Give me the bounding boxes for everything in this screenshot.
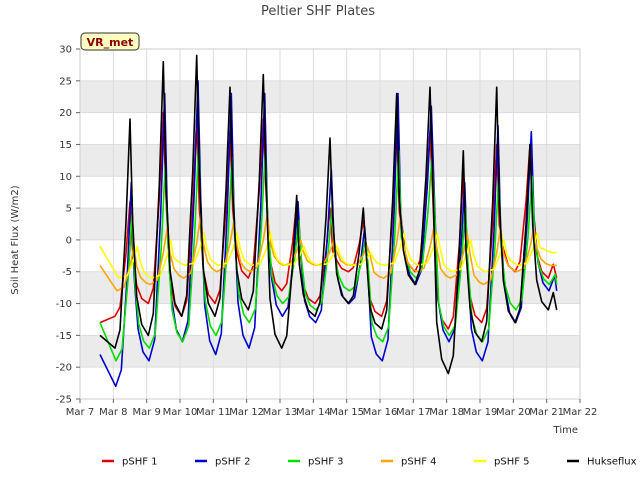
y-tick-label: -5 [62, 267, 72, 278]
y-tick-label: 25 [59, 76, 72, 87]
x-tick-label: Mar 13 [263, 407, 298, 418]
legend-label-pshf-1: pSHF 1 [122, 457, 158, 468]
legend-label-pshf-3: pSHF 3 [308, 457, 344, 468]
y-tick-label: 5 [66, 204, 72, 215]
band [80, 335, 580, 368]
x-tick-label: Mar 18 [429, 407, 464, 418]
x-tick-label: Mar 9 [132, 407, 160, 418]
station-badge: VR_met [80, 32, 140, 51]
plot-frame [79, 48, 581, 400]
x-tick-label: Mar 22 [563, 407, 598, 418]
x-tick-label: Mar 17 [396, 407, 431, 418]
y-tick-label: 0 [66, 235, 72, 246]
legend: pSHF 1 pSHF 2 pSHF 3 pSHF 4 pSHF 5 Hukseflux [102, 457, 637, 468]
x-tick-label: Mar 10 [163, 407, 198, 418]
x-axis-title: Time [553, 425, 578, 436]
series-line-pshf-5 [99, 232, 557, 279]
y-axis-ticks: -25 -20 -15 -10 -5 0 5 10 15 20 25 30 [56, 45, 80, 406]
legend-label-pshf-5: pSHF 5 [494, 457, 530, 468]
y-tick-label: 30 [59, 45, 72, 56]
y-tick-label: 15 [59, 140, 72, 151]
y-tick-label: -20 [56, 363, 72, 374]
chart-title: Peltier SHF Plates [261, 4, 375, 19]
y-tick-label: 20 [59, 108, 72, 119]
band [80, 271, 580, 304]
y-tick-label: 10 [59, 172, 72, 183]
x-tick-label: Mar 12 [229, 407, 264, 418]
x-tick-label: Mar 19 [463, 407, 498, 418]
station-badge-box [80, 32, 140, 51]
x-tick-label: Mar 7 [66, 407, 94, 418]
legend-label-pshf-4: pSHF 4 [401, 457, 437, 468]
y-tick-label: -25 [56, 395, 72, 406]
x-tick-label: Mar 8 [99, 407, 127, 418]
x-tick-label: Mar 16 [363, 407, 398, 418]
x-tick-label: Mar 15 [329, 407, 364, 418]
station-badge-label: VR_met [87, 36, 134, 49]
legend-label-pshf-2: pSHF 2 [215, 457, 251, 468]
y-axis-title: Soil Heat Flux (W/m2) [10, 185, 21, 294]
x-tick-label: Mar 14 [296, 407, 331, 418]
x-tick-label: Mar 11 [196, 407, 231, 418]
series-line-hukseflux [99, 54, 558, 375]
x-tick-label: Mar 21 [529, 407, 564, 418]
band [80, 80, 580, 113]
x-tick-label: Mar 20 [496, 407, 531, 418]
y-tick-label: -10 [56, 299, 72, 310]
legend-label-hukseflux: Hukseflux [587, 457, 637, 468]
series-lines [99, 54, 558, 388]
y-tick-label: -15 [56, 331, 72, 342]
